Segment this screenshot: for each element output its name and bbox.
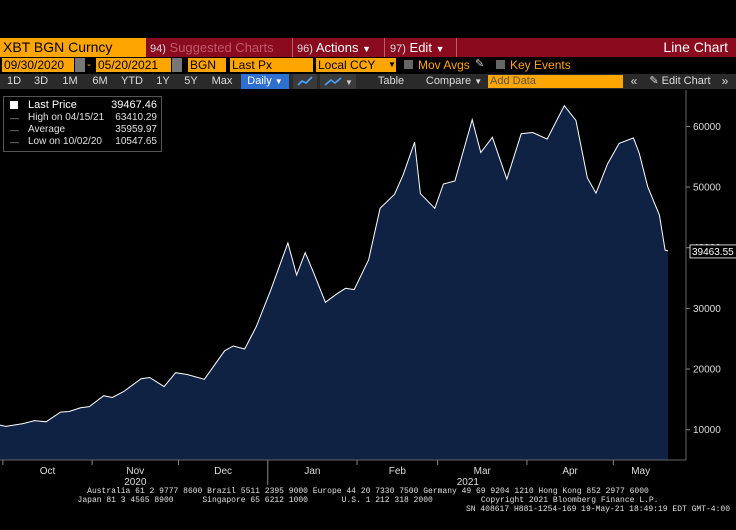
range-button-1m[interactable]: 1M bbox=[62, 75, 78, 87]
range-button-6m[interactable]: 6M bbox=[92, 75, 108, 87]
edit-label: Edit bbox=[409, 40, 432, 55]
add-data-input[interactable]: Add Data bbox=[488, 75, 623, 88]
start-date-field[interactable]: 09/30/2020 bbox=[2, 58, 74, 72]
legend-last-label: Last Price bbox=[28, 99, 77, 111]
suggested-label: Suggested Charts bbox=[169, 40, 274, 55]
date-separator: - bbox=[87, 57, 91, 71]
range-button-3d[interactable]: 3D bbox=[33, 75, 49, 87]
legend-last-price: Last Price 39467.46 bbox=[4, 99, 161, 111]
key-events-label: Key Events bbox=[510, 58, 571, 72]
x-tick-label: Nov bbox=[126, 466, 144, 477]
legend-high-label: High on 04/15/21 bbox=[28, 112, 105, 123]
last-value-box bbox=[689, 244, 736, 259]
svg-text:▼: ▼ bbox=[345, 78, 353, 87]
calendar-icon[interactable] bbox=[172, 58, 182, 72]
chart-legend: Last Price 39467.46 — High on 04/15/21 6… bbox=[3, 96, 162, 152]
actions-menu[interactable]: 96) Actions ▼ bbox=[297, 38, 371, 57]
legend-low: — Low on 10/02/20 10547.65 bbox=[4, 136, 161, 148]
menu-divider bbox=[292, 38, 293, 57]
x-tick-label: May bbox=[631, 466, 650, 477]
price-field-selector[interactable]: Last Px bbox=[230, 58, 313, 72]
currency-selector[interactable]: Local CCY bbox=[316, 58, 388, 72]
x-tick-label: Feb bbox=[389, 466, 407, 477]
expand-icon[interactable]: » bbox=[721, 74, 729, 88]
legend-swatch bbox=[10, 101, 18, 109]
mov-avgs-checkbox[interactable] bbox=[404, 60, 413, 69]
menu-divider bbox=[384, 38, 385, 57]
calendar-icon[interactable] bbox=[75, 58, 85, 72]
compare-menu[interactable]: Compare ▼ bbox=[424, 74, 484, 89]
end-date-field[interactable]: 05/20/2021 bbox=[96, 58, 171, 72]
dropdown-arrow-icon: ▼ bbox=[435, 44, 445, 54]
legend-average-label: Average bbox=[28, 124, 66, 135]
range-button-1d[interactable]: 1D bbox=[6, 75, 22, 87]
year-label: 2021 bbox=[457, 477, 480, 485]
dropdown-arrow-icon: ▼ bbox=[274, 77, 283, 86]
price-area bbox=[0, 105, 668, 460]
pencil-icon: ✎ bbox=[649, 75, 659, 87]
dropdown-arrow-icon[interactable]: ▼ bbox=[388, 58, 396, 72]
footer-line-2: Japan 81 3 4565 8900 Singapore 65 6212 1… bbox=[77, 496, 659, 505]
edit-menu[interactable]: 97) Edit ▼ bbox=[390, 38, 444, 57]
legend-average-value: 35959.97 bbox=[115, 124, 157, 135]
y-tick-label: 10000 bbox=[693, 425, 721, 436]
period-selector[interactable]: Daily ▼ bbox=[241, 74, 289, 89]
collapse-icon[interactable]: « bbox=[630, 74, 638, 88]
actions-number: 96) bbox=[297, 43, 313, 55]
legend-last-value: 39467.46 bbox=[111, 99, 157, 111]
legend-low-value: 10547.65 bbox=[115, 136, 157, 147]
range-button-ytd[interactable]: YTD bbox=[121, 75, 143, 87]
x-tick-label: Mar bbox=[474, 466, 492, 477]
price-chart: 10000200003000040000500006000039463.55Oc… bbox=[0, 90, 736, 485]
low-marker-icon: — bbox=[10, 137, 19, 147]
footer-line-1: Australia 61 2 9777 8600 Brazil 5511 239… bbox=[87, 487, 649, 496]
footer-line-3: SN 408617 H881-1254-169 19-May-21 18:49:… bbox=[465, 505, 730, 514]
y-tick-label: 30000 bbox=[693, 304, 721, 315]
high-marker-icon: — bbox=[10, 113, 19, 123]
average-marker-icon: — bbox=[10, 125, 19, 135]
mov-avgs-label: Mov Avgs bbox=[418, 58, 470, 72]
y-axis-panel bbox=[686, 90, 736, 485]
legend-high-value: 63410.29 bbox=[115, 112, 157, 123]
range-button-1y[interactable]: 1Y bbox=[156, 75, 170, 87]
price-line bbox=[0, 104, 669, 427]
pencil-icon[interactable]: ✎ bbox=[475, 58, 485, 70]
compare-label: Compare bbox=[425, 75, 472, 87]
edit-chart-button[interactable]: ✎ Edit Chart bbox=[645, 74, 715, 89]
table-button[interactable]: Table bbox=[377, 75, 405, 87]
x-tick-label: Jan bbox=[304, 466, 320, 477]
menu-bar bbox=[0, 38, 736, 57]
x-tick-label: Dec bbox=[214, 466, 232, 477]
edit-number: 97) bbox=[390, 43, 406, 55]
menu-divider bbox=[456, 38, 457, 57]
legend-average: — Average 35959.97 bbox=[4, 124, 161, 136]
chart-style-icon[interactable]: ▼ bbox=[320, 74, 356, 89]
x-tick-label: Apr bbox=[562, 466, 578, 477]
suggested-number: 94) bbox=[150, 43, 166, 55]
y-tick-label: 50000 bbox=[693, 183, 721, 194]
legend-high: — High on 04/15/21 63410.29 bbox=[4, 112, 161, 124]
dropdown-arrow-icon: ▼ bbox=[362, 44, 371, 54]
last-value-label: 39463.55 bbox=[692, 247, 734, 258]
legend-low-label: Low on 10/02/20 bbox=[28, 136, 102, 147]
line-chart-icon[interactable] bbox=[293, 74, 317, 89]
dropdown-arrow-icon: ▼ bbox=[474, 77, 483, 86]
chart-type-title: Line Chart bbox=[663, 39, 728, 55]
x-tick-label: Oct bbox=[40, 466, 56, 477]
edit-chart-label: Edit Chart bbox=[661, 75, 711, 87]
y-tick-label: 20000 bbox=[693, 365, 721, 376]
year-label: 2020 bbox=[124, 477, 147, 485]
suggested-charts-menu[interactable]: 94) Suggested Charts bbox=[150, 38, 274, 57]
ticker-field[interactable]: XBT BGN Curncy bbox=[0, 38, 146, 57]
period-label: Daily bbox=[247, 75, 272, 87]
range-button-max[interactable]: Max bbox=[211, 75, 233, 87]
y-tick-label: 60000 bbox=[693, 122, 721, 133]
actions-label: Actions bbox=[315, 40, 359, 55]
range-button-5y[interactable]: 5Y bbox=[184, 75, 198, 87]
key-events-checkbox[interactable] bbox=[496, 60, 505, 69]
source-field[interactable]: BGN bbox=[188, 58, 226, 72]
